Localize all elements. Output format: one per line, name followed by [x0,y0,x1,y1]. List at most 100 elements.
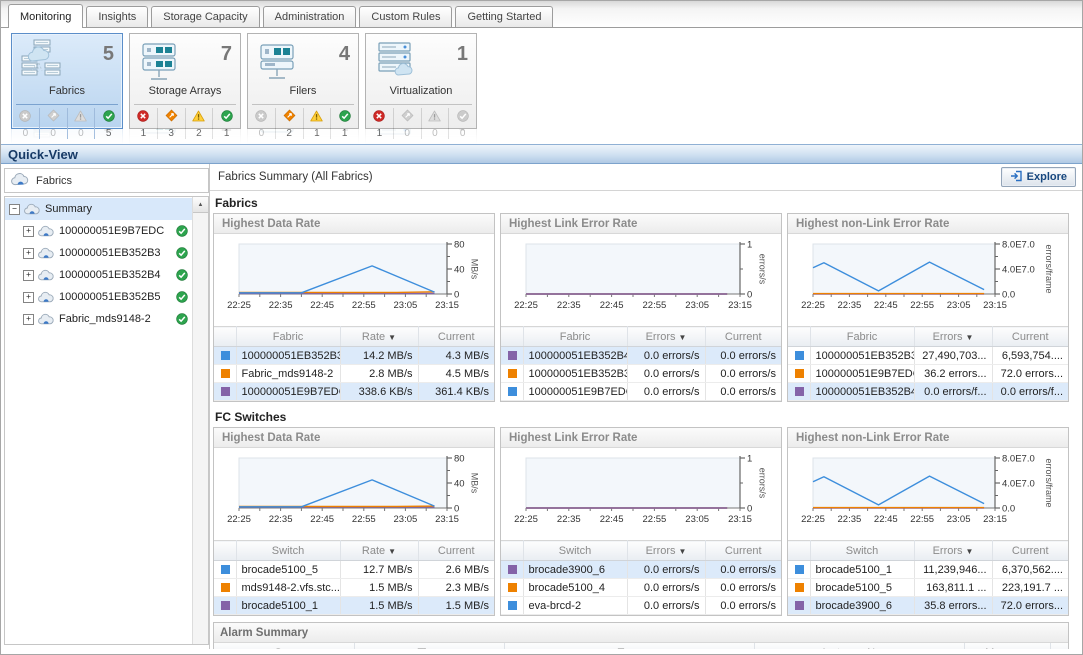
alarm-column-type[interactable]: Type [504,643,754,649]
tile-count: 5 [102,43,114,65]
value-column-header[interactable]: Rate ▼ [339,326,418,347]
tab-insights[interactable]: Insights [86,6,149,27]
metric-row-brocade5100-5[interactable]: brocade5100_5 12.7 MB/s 2.6 MB/s [214,560,494,579]
fabric-icon [21,39,61,76]
current-column-header[interactable]: Current [704,326,781,347]
status-normal-count: 5 [95,128,122,139]
metric-row-100000051e9b7edc[interactable]: 100000051E9B7EDC 36.2 errors... 72.0 err… [788,364,1068,383]
tree-status-normal-icon [176,247,188,259]
tree-item-100000051eb352b3[interactable]: +100000051EB352B3 [5,242,192,264]
entity-name: mds9148-2.vfs.stc... [235,578,340,597]
expand-icon[interactable]: + [23,247,34,259]
tree-item-100000051eb352b5[interactable]: +100000051EB352B5 [5,286,192,308]
metric-row-brocade5100-5[interactable]: brocade5100_5 163,811.1 ... 223,191.7 ..… [788,578,1068,597]
entity-column-header[interactable]: Fabric [522,326,627,347]
status-warning: 0 [66,108,95,139]
series-swatch [795,369,804,379]
current-column-header[interactable]: Current [991,326,1068,347]
tab-monitoring[interactable]: Monitoring [8,4,84,28]
current-column-header[interactable]: Current [417,326,494,347]
current-column-header[interactable]: Current [417,540,494,561]
swatch-column-header [214,540,236,561]
normal-icon [456,110,469,122]
collapse-icon[interactable]: − [9,203,20,215]
entity-column-header[interactable]: Switch [522,540,627,561]
metric-row-eva-brcd-2[interactable]: eva-brcd-2 0.0 errors/s 0.0 errors/s [501,596,781,615]
metric-row-brocade5100-1[interactable]: brocade5100_1 1.5 MB/s 1.5 MB/s [214,596,494,615]
tree-item-summary[interactable]: − Summary [5,198,192,220]
metric-row-100000051eb352b4[interactable]: 100000051EB352B4 0.0 errors/f... 0.0 err… [788,382,1068,401]
sidebar-topology-header[interactable]: Fabrics [4,168,209,193]
metric-row-100000051eb352b3[interactable]: 100000051EB352B3 14.2 MB/s 4.3 MB/s [214,346,494,365]
tree-scrollbar[interactable]: ▲ [192,197,208,644]
value-column-header[interactable]: Errors ▼ [913,326,992,347]
value-column-header[interactable]: Errors ▼ [626,326,705,347]
metric-row-100000051e9b7edc[interactable]: 100000051E9B7EDC 0.0 errors/s 0.0 errors… [501,382,781,401]
tile-fabrics[interactable]: 5 Fabrics 0005 [11,33,123,139]
entity-name: brocade5100_4 [522,578,627,597]
metric-value: 36.2 errors... [913,364,992,383]
metric-value: 338.6 KB/s [339,382,418,401]
alarm-column-instance-name[interactable]: Instance Name [754,643,964,649]
metric-row-100000051eb352b3[interactable]: 100000051EB352B3 27,490,703... 6,593,754… [788,346,1068,365]
critical-icon [283,109,296,122]
tree-item-fabric-mds9148-2[interactable]: + Fabric_mds9148-2 [5,308,192,330]
metric-row-100000051e9b7edc[interactable]: 100000051E9B7EDC 338.6 KB/s 361.4 KB/s [214,382,494,401]
alarm-column-message[interactable]: Message [964,643,1050,649]
entity-column-header[interactable]: Fabric [809,326,914,347]
metric-current: 0.0 errors/f... [991,382,1068,401]
entity-column-header[interactable]: Switch [809,540,914,561]
metric-row-fabric-mds9148-2[interactable]: Fabric_mds9148-2 2.8 MB/s 4.5 MB/s [214,364,494,383]
tree-item-label: Fabric_mds9148-2 [59,313,151,325]
fabrics-tree: − Summary +100000051E9B7EDC +100000051EB352… [4,196,209,645]
metric-row-100000051eb352b3[interactable]: 100000051EB352B3 0.0 errors/s 0.0 errors… [501,364,781,383]
value-column-header[interactable]: Errors ▼ [626,540,705,561]
fatal-icon [137,110,150,122]
metric-row-brocade5100-1[interactable]: brocade5100_1 11,239,946... 6,370,562...… [788,560,1068,579]
metric-row-100000051eb352b4[interactable]: 100000051EB352B4 0.0 errors/s 0.0 errors… [501,346,781,365]
tree-item-100000051e9b7edc[interactable]: +100000051E9B7EDC [5,220,192,242]
value-column-header[interactable]: Rate ▼ [339,540,418,561]
normal-icon [176,225,188,237]
virtualization-icon [378,42,413,76]
tab-getting-started[interactable]: Getting Started [455,6,554,27]
metric-row-brocade3900-6[interactable]: brocade3900_6 35.8 errors... 72.0 errors… [788,596,1068,615]
metric-row-brocade5100-4[interactable]: brocade5100_4 0.0 errors/s 0.0 errors/s [501,578,781,597]
tile-storage-arrays[interactable]: 7 Storage Arrays 1321 [129,33,241,139]
tile-status-row: 0211 [248,108,358,139]
metric-current: 4.5 MB/s [417,364,494,383]
expand-icon[interactable]: + [23,225,34,237]
expand-icon[interactable]: + [23,291,34,303]
metric-current: 0.0 errors/s [704,346,781,365]
value-column-header[interactable]: Errors ▼ [913,540,992,561]
column-chooser-icon[interactable] [1050,643,1068,649]
alarm-summary-title: Alarm Summary [214,623,1068,643]
tile-virtualization[interactable]: 1 Virtualization 1000 [365,33,477,139]
normal-icon [176,269,188,281]
quick-view-content: Fabrics − Summary +100000051E9B7EDC +100000… [1,164,1082,649]
current-column-header[interactable]: Current [704,540,781,561]
metric-row-brocade3900-6[interactable]: brocade3900_6 0.0 errors/s 0.0 errors/s [501,560,781,579]
scroll-up-arrow-icon[interactable]: ▲ [193,197,208,213]
current-column-header[interactable]: Current [991,540,1068,561]
tree-item-100000051eb352b4[interactable]: +100000051EB352B4 [5,264,192,286]
tile-filers[interactable]: 4 Filers 0211 [247,33,359,139]
expand-icon[interactable]: + [23,269,34,281]
tab-custom-rules[interactable]: Custom Rules [359,6,453,27]
alarm-column-time[interactable]: Time [354,643,504,649]
entity-name: 100000051EB352B3 [522,364,627,383]
explore-button[interactable]: Explore [1000,167,1076,187]
entity-column-header[interactable]: Fabric [235,326,340,347]
series-swatch [508,601,517,611]
tree-item-label: Summary [45,203,93,215]
entity-column-header[interactable]: Switch [235,540,340,561]
metric-current: 72.0 errors... [991,364,1068,383]
tab-storage-capacity[interactable]: Storage Capacity [151,6,260,27]
status-warning-count: 1 [304,128,331,139]
metric-row-mds9148-2-vfs-stc[interactable]: mds9148-2.vfs.stc... 1.5 MB/s 2.3 MB/s [214,578,494,597]
alarm-column-sev[interactable]: Sev [214,643,354,649]
expand-icon[interactable]: + [23,313,34,325]
svg-text:22:55: 22:55 [910,514,934,525]
metric-value: 163,811.1 ... [913,578,992,597]
tab-administration[interactable]: Administration [262,6,357,27]
